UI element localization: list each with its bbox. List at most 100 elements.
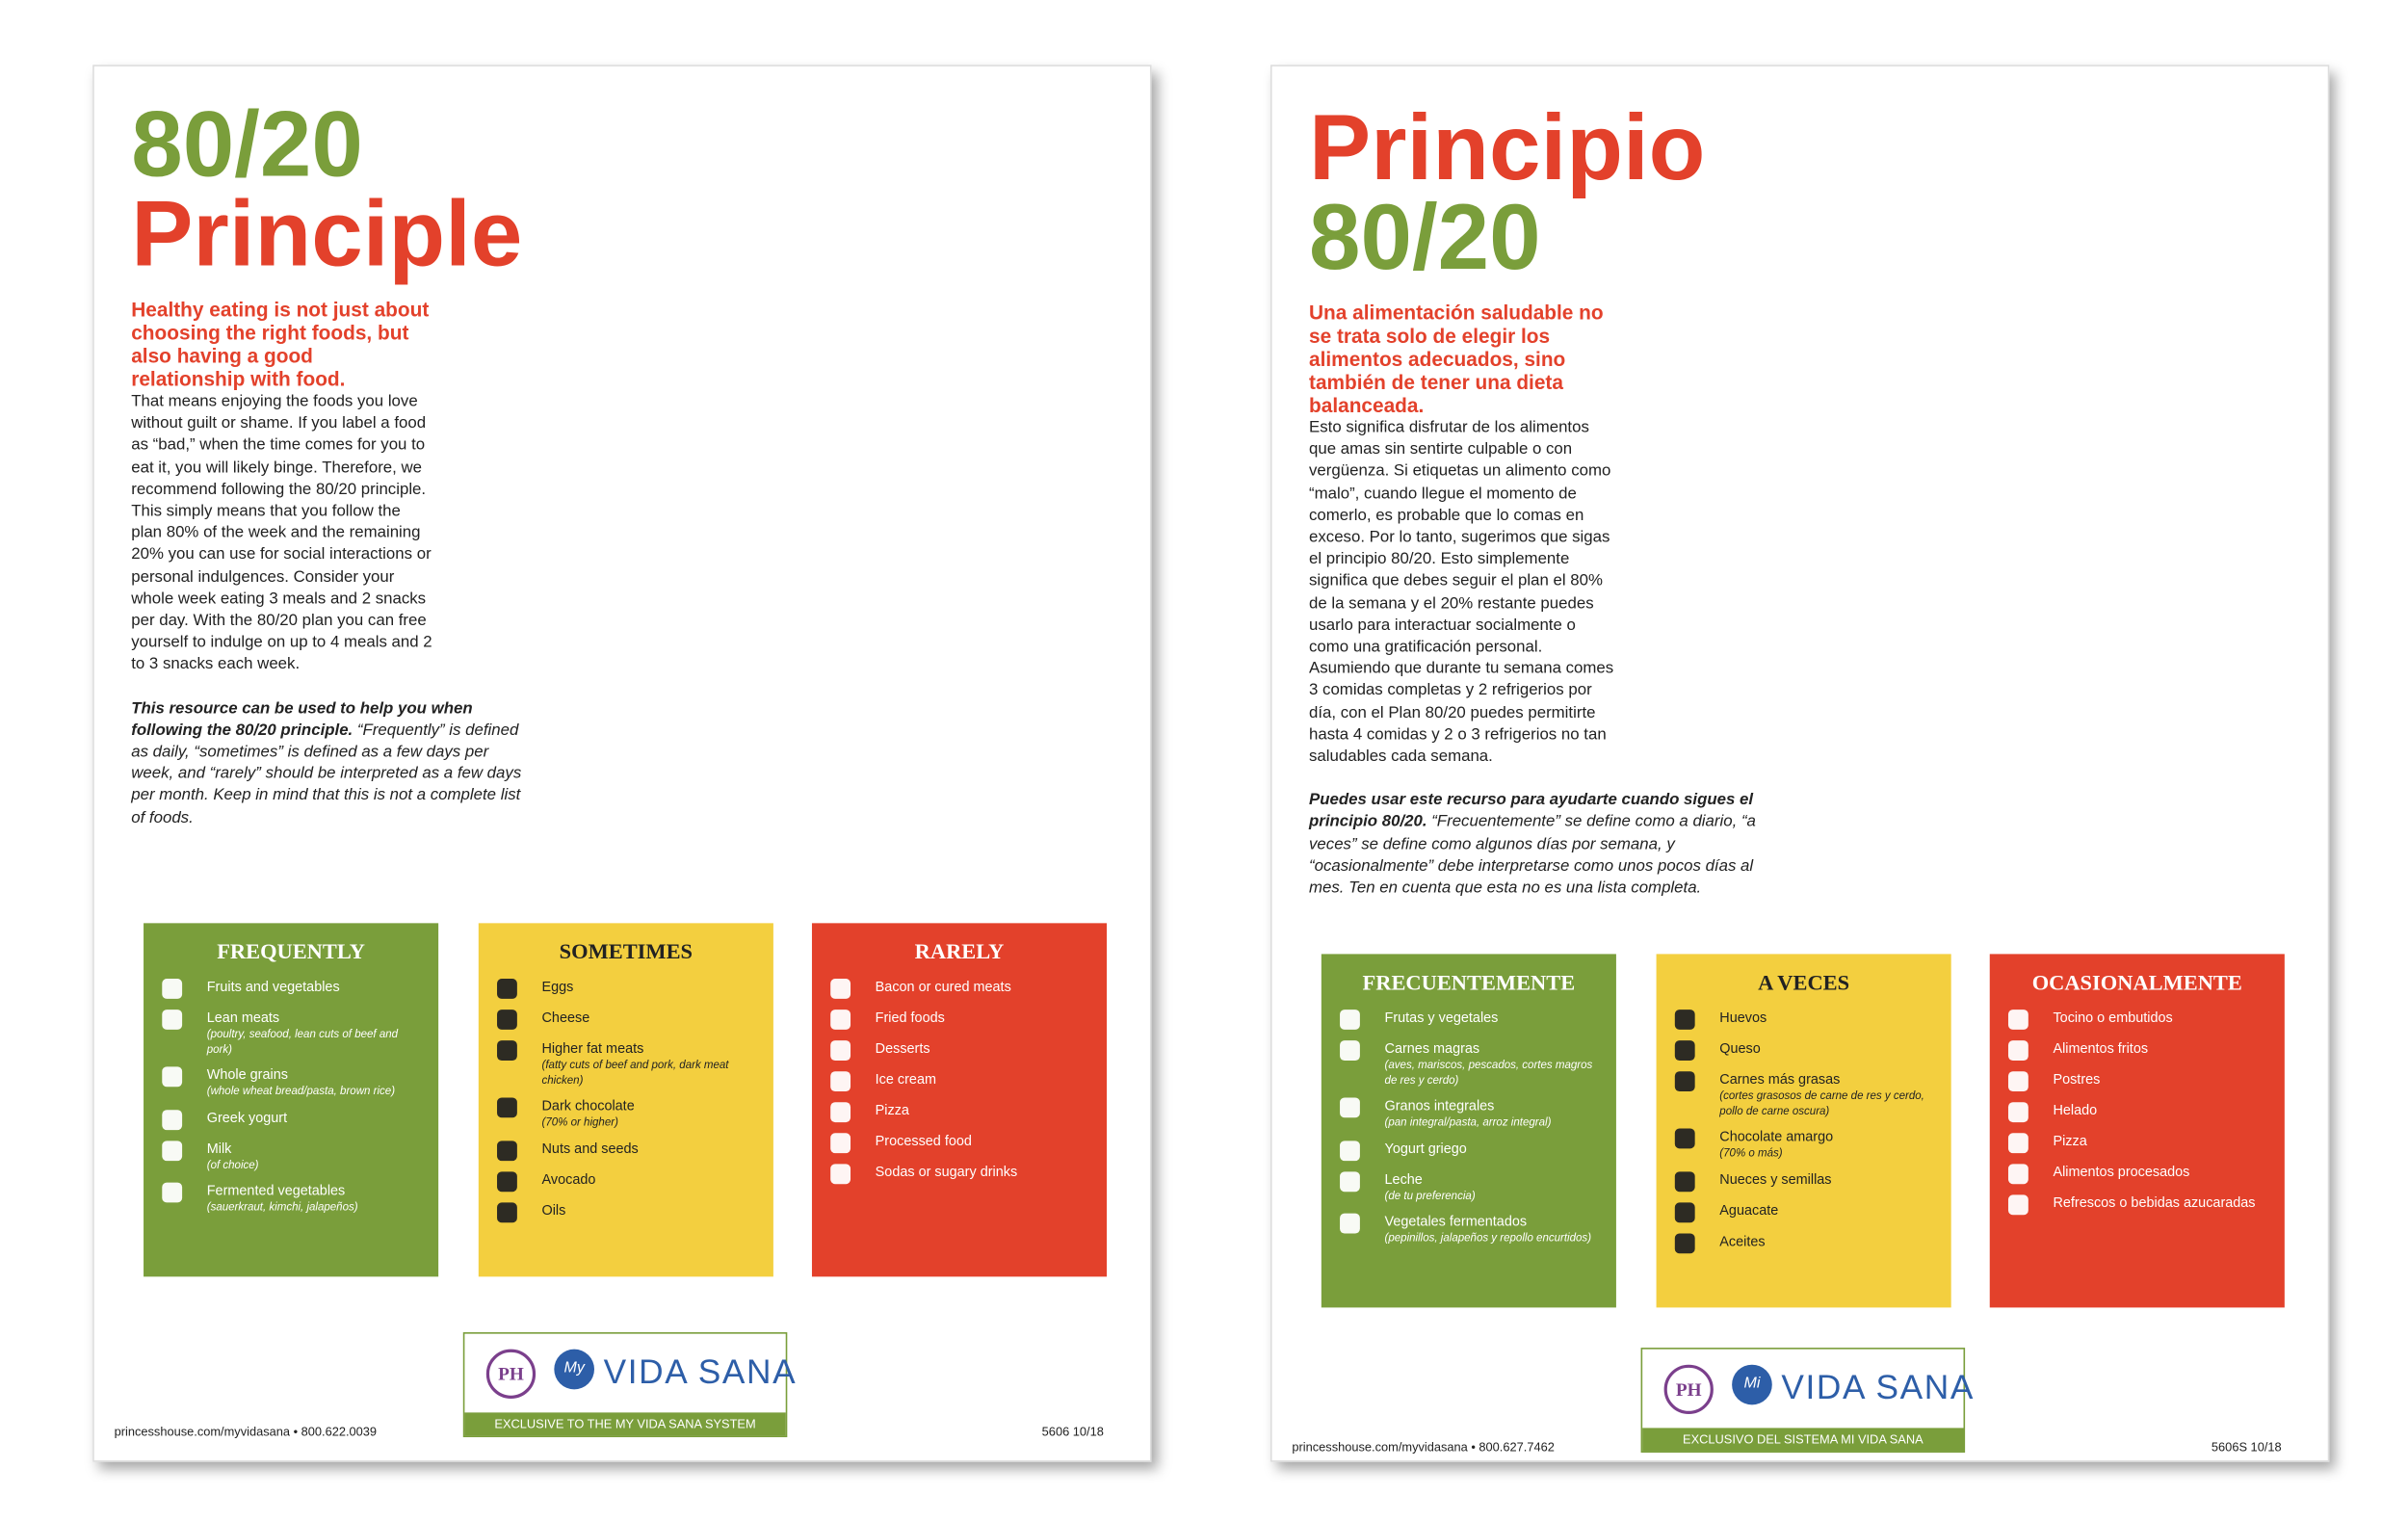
food-icon [830, 1040, 851, 1061]
food-text: Huevos [1719, 1010, 1767, 1027]
food-icon [497, 979, 517, 999]
food-icon [2007, 1071, 2028, 1092]
food-item: Pizza [2007, 1133, 2272, 1154]
body-text: Esto significa disfrutar de los alimento… [1309, 418, 1614, 766]
food-item: Vegetales fermentados (pepinillos, jalape… [1340, 1213, 1604, 1246]
food-item: Pizza [830, 1102, 1094, 1123]
food-text: Refrescos o bebidas azucaradas [2053, 1194, 2255, 1212]
food-item: Tocino o embutidos [2007, 1010, 2272, 1030]
logo: PH Mi VIDA SANA EXCLUSIVO DEL SISTEMA MI VI… [1640, 1348, 1973, 1454]
food-item: Milk (of choice) [162, 1140, 426, 1172]
food-name: Alimentos fritos [2053, 1040, 2149, 1057]
food-detail: (of choice) [206, 1157, 259, 1171]
food-detail: (aves, mariscos, pescados, cortes magros… [1384, 1057, 1593, 1087]
food-icon [1340, 1170, 1360, 1192]
note-bold: This resource can be used to help you wh… [131, 698, 473, 740]
food-item: Chocolate amargo (70% o más) [1674, 1128, 1939, 1161]
food-text: Queso [1719, 1040, 1761, 1058]
column-title: OCASIONALMENTE [2031, 972, 2242, 996]
food-name: Milk [206, 1140, 232, 1156]
note-bold: Puedes usar este recurso para ayudarte c… [1309, 790, 1754, 831]
food-text: Yogurt griego [1385, 1141, 1467, 1158]
food-column: RARELY Bacon or cured meats Fried foods Des… [811, 923, 1108, 1277]
food-name: Higher fat meats [541, 1040, 644, 1057]
food-text: Alimentos procesados [2053, 1164, 2189, 1181]
food-icon [1340, 1213, 1360, 1234]
food-name: Helado [2053, 1102, 2098, 1118]
food-item: Yogurt griego [1340, 1140, 1604, 1161]
food-text: Vegetales fermentados (pepinillos, jalape… [1385, 1214, 1591, 1246]
food-icon [1340, 1040, 1360, 1061]
food-name: Carnes más grasas [1719, 1071, 1841, 1088]
lead-text: Una alimentación saludable no se trata s… [1309, 301, 1604, 417]
food-icon [497, 1040, 517, 1061]
food-name: Desserts [875, 1040, 930, 1057]
food-icon [162, 1109, 183, 1130]
logo-my: My [554, 1349, 595, 1390]
food-item: Dark chocolate (70% or higher) [497, 1097, 761, 1129]
food-text: Oils [542, 1202, 566, 1219]
lead-text: Healthy eating is not just about choosin… [131, 298, 430, 391]
food-icon [162, 1010, 183, 1030]
food-text: Aguacate [1719, 1202, 1778, 1219]
column-title: RARELY [914, 941, 1005, 965]
food-column: FRECUENTEMENTE Frutas y vegetales Carnes m… [1321, 954, 1616, 1308]
food-item: Lean meats (poultry, seafood, lean cuts o… [162, 1010, 426, 1056]
food-item: Oils [497, 1201, 761, 1222]
food-icon [1674, 1201, 1695, 1222]
food-icon [830, 1102, 851, 1123]
food-name: Whole grains [206, 1066, 288, 1083]
food-icon [497, 1201, 517, 1222]
flyer-page: 80/20 Principle Healthy eating is not just… [92, 65, 1152, 1462]
food-name: Fermented vegetables [206, 1182, 346, 1198]
food-text: Whole grains (whole wheat bread/pasta, br… [207, 1066, 395, 1098]
food-text: Frutas y vegetales [1385, 1010, 1499, 1027]
food-text: Leche (de tu preferencia) [1385, 1171, 1476, 1203]
food-item: Fruits and vegetables [162, 979, 426, 999]
food-icon [2007, 1133, 2028, 1154]
food-name: Dark chocolate [541, 1097, 635, 1114]
food-text: Tocino o embutidos [2053, 1010, 2172, 1027]
food-item: Huevos [1674, 1010, 1939, 1030]
food-item: Greek yogurt [162, 1109, 426, 1130]
food-icon [830, 1071, 851, 1092]
footer-right: 5606 10/18 [1041, 1425, 1104, 1439]
title-top: Principio [1309, 95, 1706, 199]
food-item: Ice cream [830, 1071, 1094, 1092]
food-icon [830, 1010, 851, 1030]
food-item: Fermented vegetables (sauerkraut, kimchi,… [162, 1182, 426, 1215]
food-detail: (fatty cuts of beef and pork, dark meat … [541, 1057, 729, 1087]
food-text: Greek yogurt [207, 1109, 287, 1126]
food-text: Aceites [1719, 1233, 1765, 1250]
food-item: Aguacate [1674, 1201, 1939, 1222]
note-text: Puedes usar este recurso para ayudarte c… [1309, 789, 1772, 899]
food-detail: (70% o más) [1719, 1145, 1783, 1160]
food-icon [162, 1140, 183, 1161]
food-icon [830, 1133, 851, 1154]
food-name: Pizza [875, 1102, 909, 1118]
logo-tagline: EXCLUSIVE TO THE MY VIDA SANA SYSTEM [464, 1412, 786, 1436]
food-item: Refrescos o bebidas azucaradas [2007, 1194, 2272, 1216]
food-item: Desserts [830, 1040, 1094, 1061]
food-icon [1340, 1140, 1360, 1161]
food-icon [1674, 1232, 1695, 1253]
food-text: Processed food [876, 1133, 972, 1150]
food-text: Desserts [876, 1040, 930, 1058]
food-name: Ice cream [875, 1071, 937, 1088]
food-item: Postres [2007, 1071, 2272, 1092]
food-text: Chocolate amargo (70% o más) [1719, 1129, 1833, 1161]
food-item: Aceites [1674, 1232, 1939, 1253]
food-name: Aceites [1719, 1232, 1766, 1248]
food-text: Postres [2053, 1071, 2100, 1088]
food-icon [497, 1097, 517, 1118]
body-text: That means enjoying the foods you love w… [131, 392, 432, 674]
title-top: 80/20 [131, 92, 363, 197]
note-text: This resource can be used to help you wh… [131, 697, 533, 829]
food-item: Alimentos procesados [2007, 1164, 2272, 1185]
food-icon [497, 1140, 517, 1161]
food-text: Sodas or sugary drinks [876, 1164, 1018, 1181]
food-icon [1674, 1010, 1695, 1030]
food-text: Higher fat meats (fatty cuts of beef and … [542, 1040, 762, 1087]
column-title: A VECES [1758, 972, 1850, 996]
food-column: A VECES Huevos Queso Carnes más grasas (cort… [1656, 954, 1951, 1308]
